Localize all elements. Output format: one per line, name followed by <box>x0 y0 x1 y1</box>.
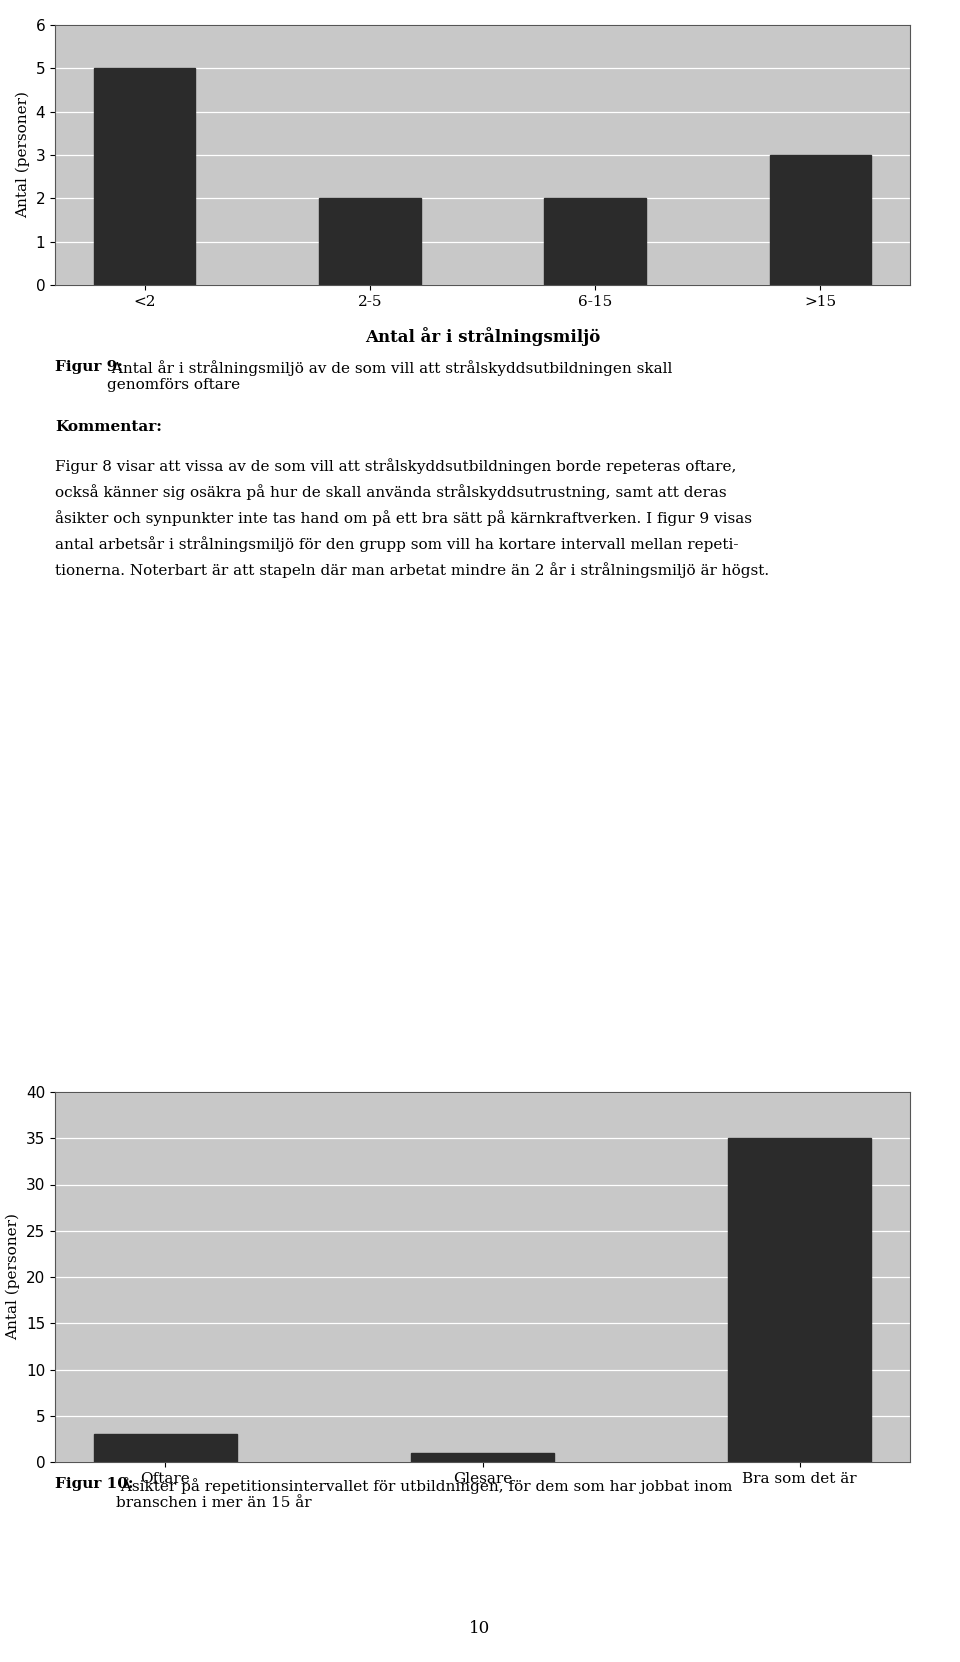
Bar <box>94 68 195 284</box>
Text: 10: 10 <box>469 1620 491 1637</box>
Bar <box>94 1434 236 1463</box>
Text: Antal år i strålningsmiljö av de som vill att strålskyddsutbildningen skall
geno: Antal år i strålningsmiljö av de som vil… <box>107 361 672 392</box>
Y-axis label: Antal (personer): Antal (personer) <box>6 1213 20 1341</box>
Text: Figur 10:: Figur 10: <box>55 1478 133 1491</box>
Bar <box>770 155 871 284</box>
Bar <box>729 1138 871 1463</box>
Text: Figur 8 visar att vissa av de som vill att strålskyddsutbildningen borde repeter: Figur 8 visar att vissa av de som vill a… <box>55 459 736 474</box>
Text: Figur 9:: Figur 9: <box>55 361 123 374</box>
Text: också känner sig osäkra på hur de skall använda strålskyddsutrustning, samt att : också känner sig osäkra på hur de skall … <box>55 484 727 500</box>
Text: åsikter och synpunkter inte tas hand om på ett bra sätt på kärnkraftverken. I fi: åsikter och synpunkter inte tas hand om … <box>55 510 752 525</box>
Text: Kommentar:: Kommentar: <box>55 420 162 434</box>
Bar <box>411 1453 554 1463</box>
Y-axis label: Antal (personer): Antal (personer) <box>15 91 30 218</box>
Text: tionerna. Noterbart är att stapeln där man arbetat mindre än 2 år i strålningsmi: tionerna. Noterbart är att stapeln där m… <box>55 562 769 578</box>
Bar <box>544 198 646 284</box>
Text: Antal år i strålningsmiljö: Antal år i strålningsmiljö <box>365 327 600 346</box>
Text: Åsikter på repetitionsintervallet för utbildningen, för dem som har jobbat inom
: Åsikter på repetitionsintervallet för ut… <box>116 1478 732 1511</box>
Bar <box>319 198 420 284</box>
Text: antal arbetsår i strålningsmiljö för den grupp som vill ha kortare intervall mel: antal arbetsår i strålningsmiljö för den… <box>55 537 738 552</box>
